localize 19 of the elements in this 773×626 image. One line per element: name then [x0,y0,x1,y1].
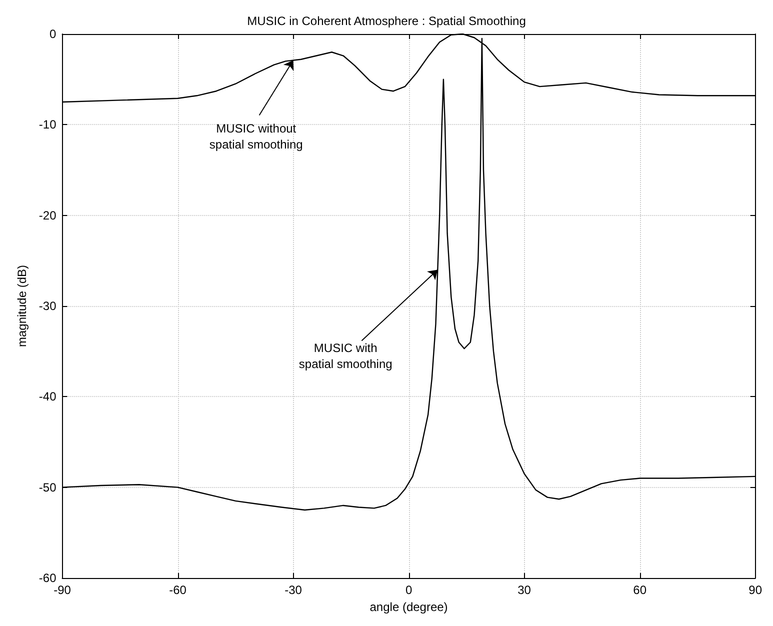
y-tick-label: -10 [38,118,57,132]
x-tick-label: -60 [169,583,187,597]
annotation: MUSIC with spatial smoothing [298,340,392,371]
y-tick-label: -30 [38,299,57,313]
y-axis-title: magnitude (dB) [15,264,29,348]
x-tick-label: 60 [633,583,647,597]
annotation: MUSIC without spatial smoothing [209,121,303,152]
y-tick-label: 0 [50,27,57,41]
x-tick-label: 30 [518,583,532,597]
y-tick-label: -50 [38,480,57,494]
y-tick-label: -40 [38,390,57,404]
x-tick-label: 90 [748,583,762,597]
y-tick-label: -20 [38,208,57,222]
x-tick-label: -90 [54,583,72,597]
x-tick-label: 0 [405,583,412,597]
chart-title: MUSIC in Coherent Atmosphere : Spatial Smoothing [247,14,526,28]
x-axis-title: angle (degree) [370,600,448,614]
x-tick-label: -30 [284,583,302,597]
y-tick-label: -60 [38,571,57,585]
